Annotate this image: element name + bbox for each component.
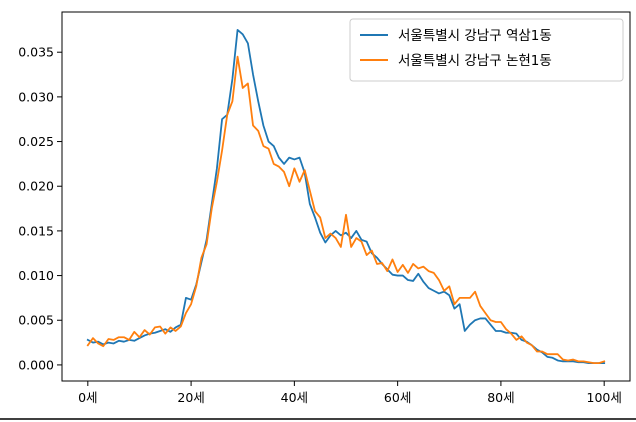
legend-box (349, 18, 624, 82)
y-tick-label: 0.000 (18, 357, 54, 372)
y-tick-label: 0.005 (18, 313, 54, 328)
y-tick-label: 0.030 (18, 89, 54, 104)
x-tick-label: 80세 (487, 390, 514, 405)
y-tick-label: 0.035 (18, 45, 54, 60)
y-tick-label: 0.015 (18, 223, 54, 238)
legend-label: 서울특별시 강남구 역삼1동 (398, 28, 552, 44)
y-axis: 0.000 0.005 0.010 0.015 0.020 0.025 0.030 0.035 (18, 45, 62, 372)
series-layer (86, 28, 606, 365)
x-tick-label: 0세 (78, 390, 97, 405)
x-tick-label: 60세 (384, 390, 411, 405)
y-tick-label: 0.010 (18, 268, 54, 283)
series-line-2 (86, 55, 606, 365)
y-tick-label: 0.025 (18, 134, 54, 149)
x-axis: 0세 20세 40세 60세 80세 100세 (78, 381, 622, 405)
plot-frame (61, 11, 631, 382)
x-tick-label: 20세 (177, 390, 204, 405)
x-tick-label: 40세 (281, 390, 308, 405)
legend-label: 서울특별시 강남구 논현1동 (398, 53, 552, 69)
x-tick-label: 100세 (587, 390, 622, 405)
y-tick-label: 0.020 (18, 179, 54, 194)
